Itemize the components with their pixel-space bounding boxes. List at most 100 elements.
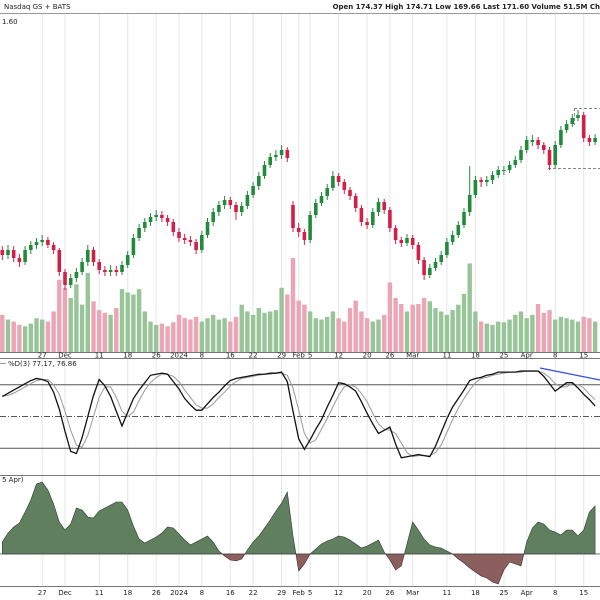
candle-body [97, 262, 101, 270]
x-tick-label: 29 [277, 589, 286, 597]
volume-bar [273, 310, 279, 352]
candle-body [496, 170, 500, 175]
candle-body [325, 188, 329, 196]
candle-body [348, 190, 352, 196]
volume-bar [535, 304, 541, 352]
volume-bar [518, 311, 524, 352]
volume-bar [108, 314, 113, 352]
x-tick-label: Dec [58, 352, 72, 360]
x-tick-label: 20 [363, 352, 372, 360]
osc-area-negative [1, 554, 596, 585]
volume-bar [307, 311, 313, 352]
volume-bar [17, 324, 22, 352]
candle-body [342, 182, 347, 190]
volume-bar [22, 326, 28, 352]
volume-bar [296, 300, 301, 352]
candle-body [359, 208, 364, 222]
candle-body [29, 245, 33, 250]
candle-body [103, 270, 107, 272]
x-tick-label: 15 [579, 352, 588, 360]
volume-bar [456, 304, 461, 352]
candle-body [114, 270, 119, 272]
candle-body [490, 175, 495, 180]
x-tick-label: 29 [277, 352, 286, 360]
volume-bar [142, 311, 147, 352]
x-tick-label: 11 [442, 589, 451, 597]
stoch-legend: %D(3) 77.17, 76.86 [8, 360, 77, 368]
candle-body [17, 258, 22, 262]
candle-body [239, 206, 244, 212]
volume-bar [558, 316, 564, 352]
exchange: Nasdaq GS + BATS [4, 3, 71, 11]
candle-body [365, 222, 369, 225]
volume-bar [313, 318, 318, 352]
volume-bar [461, 293, 467, 352]
candle-body [137, 228, 141, 238]
x-tick-label: 18 [123, 589, 132, 597]
candle-body [382, 202, 386, 210]
x-tick-label: 2024 [170, 589, 188, 597]
volume-bar [473, 311, 478, 352]
candle-body [0, 250, 5, 255]
volume-bar [131, 294, 136, 352]
x-tick-label: Mar [406, 352, 419, 360]
x-tick-label: 8 [200, 352, 204, 360]
candle-body [353, 196, 358, 208]
volume-bar [250, 314, 256, 352]
candle-body [74, 272, 79, 278]
volume-bar [359, 311, 364, 352]
candle-body [131, 238, 136, 255]
volume-bar [51, 311, 56, 352]
volume-bar [199, 321, 204, 352]
candle-body [547, 150, 552, 165]
x-tick-label: 27 [38, 352, 47, 360]
volume-bar [319, 319, 324, 352]
trend-line [539, 367, 600, 381]
volume-bar [262, 312, 267, 352]
candle-body [63, 272, 67, 285]
candle-body [410, 238, 415, 245]
x-tick-label: 18 [471, 589, 480, 597]
volume-bar [592, 321, 598, 352]
candle-body [46, 240, 50, 245]
candle-body [160, 215, 164, 218]
volume-bar [239, 304, 244, 352]
volume-bar [439, 311, 444, 352]
volume-bar [496, 321, 501, 352]
candle-body [450, 235, 455, 242]
volume-bar [40, 319, 45, 352]
volume-bar [410, 304, 415, 352]
volume-bar [45, 321, 51, 352]
volume-bar [119, 289, 125, 352]
candle-body [473, 180, 478, 195]
candle-body [23, 250, 27, 262]
candle-body [502, 170, 506, 171]
candle-body [40, 240, 44, 242]
volume-bar [581, 316, 586, 352]
volume-bar [176, 314, 182, 352]
volume-bar [211, 314, 216, 352]
x-tick-label: Mar [406, 589, 419, 597]
candle-body [388, 210, 392, 228]
candle-body [428, 268, 432, 275]
volume-bar [513, 314, 518, 352]
candle-body [433, 262, 438, 268]
x-tick-label: 27 [38, 589, 47, 597]
volume-bar [205, 318, 210, 352]
volume-bar [74, 284, 79, 352]
candle-body [530, 140, 535, 142]
candle-body [399, 240, 404, 243]
x-tick-label: 16 [226, 352, 235, 360]
volume-bar [68, 297, 73, 352]
x-tick-label: 16 [226, 589, 235, 597]
candle-body [188, 240, 193, 242]
candle-body [125, 255, 130, 265]
volume-bar [501, 322, 507, 352]
volume-bar [347, 308, 353, 352]
volume-bar [404, 311, 410, 352]
candle-body [587, 138, 592, 142]
volume-bar [91, 301, 96, 352]
volume-bar [256, 308, 261, 352]
candle-body [34, 242, 39, 245]
volume-bar [450, 310, 455, 352]
